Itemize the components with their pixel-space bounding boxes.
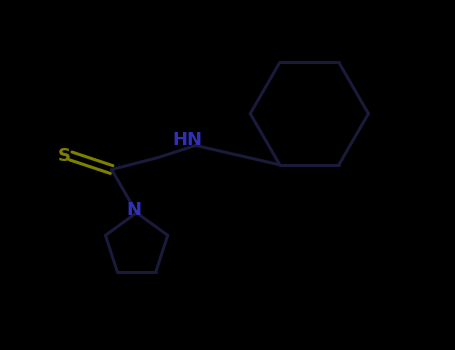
Text: N: N xyxy=(127,202,142,219)
Text: S: S xyxy=(57,147,71,165)
Text: HN: HN xyxy=(172,131,202,149)
